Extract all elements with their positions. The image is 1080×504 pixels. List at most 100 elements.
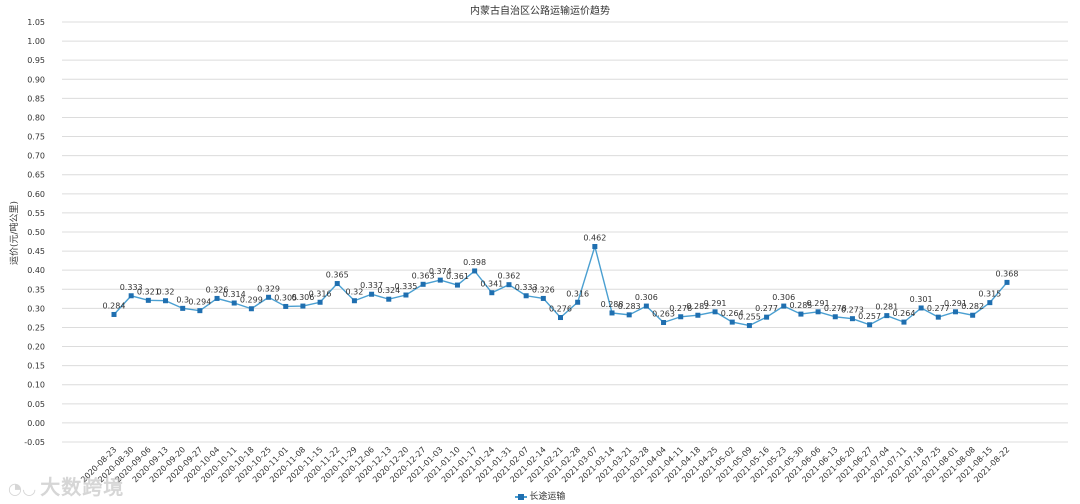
y-tick-label: 0.20 [27, 343, 45, 352]
watermark-text: 大数跨境 [40, 475, 125, 499]
data-label: 0.305 [274, 293, 297, 302]
legend[interactable]: 长途运输 [0, 489, 1080, 502]
data-point[interactable] [643, 303, 649, 309]
y-axis-label: 运价(元/吨公里) [8, 201, 20, 265]
data-point[interactable] [386, 296, 392, 302]
data-point[interactable] [626, 312, 632, 318]
data-point[interactable] [815, 309, 821, 315]
data-point[interactable] [300, 303, 306, 309]
data-label: 0.263 [652, 309, 675, 318]
y-tick-label: 0.00 [27, 419, 45, 428]
data-label: 0.301 [910, 295, 933, 304]
data-label: 0.333 [120, 283, 143, 292]
data-point[interactable] [867, 322, 873, 328]
data-label: 0.324 [377, 286, 400, 295]
data-point[interactable] [266, 294, 272, 300]
data-point[interactable] [746, 323, 752, 329]
data-point[interactable] [128, 293, 134, 299]
data-label: 0.291 [944, 299, 967, 308]
data-label: 0.368 [996, 269, 1019, 278]
data-point[interactable] [695, 312, 701, 318]
data-point[interactable] [506, 282, 512, 288]
y-tick-label: 1.00 [27, 37, 45, 46]
data-label: 0.341 [480, 280, 503, 289]
data-label: 0.277 [927, 304, 950, 313]
data-point[interactable] [334, 281, 340, 287]
data-point[interactable] [437, 277, 443, 283]
data-point[interactable] [764, 314, 770, 320]
data-point[interactable] [163, 298, 169, 304]
data-point[interactable] [317, 299, 323, 305]
data-point[interactable] [145, 297, 151, 303]
data-point[interactable] [661, 319, 667, 325]
y-tick-label: 0.35 [27, 285, 45, 294]
data-point[interactable] [248, 306, 254, 312]
y-tick-label: 0.60 [27, 190, 45, 199]
data-point[interactable] [180, 305, 186, 311]
y-tick-label: 0.65 [27, 171, 45, 180]
data-point[interactable] [369, 291, 375, 297]
y-tick-label: 0.90 [27, 75, 45, 84]
data-point[interactable] [420, 281, 426, 287]
data-point[interactable] [798, 311, 804, 317]
data-point[interactable] [214, 295, 220, 301]
data-label: 0.273 [841, 306, 864, 315]
data-point[interactable] [592, 244, 598, 250]
data-point[interactable] [540, 295, 546, 301]
data-point[interactable] [987, 300, 993, 306]
y-tick-label: 0.10 [27, 381, 45, 390]
data-label: 0.374 [429, 267, 452, 276]
y-tick-label: 0.75 [27, 133, 45, 142]
data-label: 0.264 [893, 309, 916, 318]
data-point[interactable] [832, 314, 838, 320]
data-label: 0.335 [394, 282, 417, 291]
data-point[interactable] [678, 314, 684, 320]
data-point[interactable] [454, 282, 460, 288]
data-point[interactable] [403, 292, 409, 298]
y-tick-label: 0.45 [27, 247, 45, 256]
data-point[interactable] [712, 309, 718, 315]
data-point[interactable] [197, 308, 203, 314]
legend-marker-icon [514, 493, 527, 500]
data-label: 0.315 [978, 290, 1001, 299]
data-label: 0.299 [240, 296, 263, 305]
data-label: 0.264 [721, 309, 744, 318]
data-label: 0.333 [515, 283, 538, 292]
data-point[interactable] [609, 310, 615, 316]
data-point[interactable] [111, 311, 117, 317]
data-point[interactable] [472, 268, 478, 274]
data-label: 0.329 [257, 284, 280, 293]
data-label: 0.363 [412, 271, 435, 280]
data-label: 0.276 [549, 305, 572, 314]
data-point[interactable] [952, 309, 958, 315]
y-tick-label: 0.30 [27, 304, 45, 313]
data-point[interactable] [1004, 279, 1010, 285]
data-point[interactable] [231, 300, 237, 306]
data-label: 0.291 [704, 299, 727, 308]
y-tick-label: 1.05 [27, 18, 45, 27]
data-label: 0.365 [326, 271, 349, 280]
data-label: 0.398 [463, 258, 486, 267]
data-label: 0.306 [291, 293, 314, 302]
y-axis-ticks: -0.05 0.00 0.05 0.10 0.15 0.20 0.25 0.30 0.35 0.4… [24, 18, 45, 447]
data-point[interactable] [523, 293, 529, 299]
data-point[interactable] [283, 303, 289, 309]
data-point[interactable] [935, 314, 941, 320]
data-point[interactable] [849, 316, 855, 322]
data-label: 0.306 [772, 293, 795, 302]
data-label: 0.32 [346, 288, 364, 297]
data-point[interactable] [918, 305, 924, 311]
data-point[interactable] [575, 299, 581, 305]
data-label: 0.3 [176, 295, 189, 304]
data-point[interactable] [558, 315, 563, 321]
data-point[interactable] [901, 319, 907, 325]
data-point[interactable] [970, 312, 976, 318]
data-point[interactable] [884, 313, 890, 319]
data-point[interactable] [351, 298, 357, 304]
data-point[interactable] [489, 290, 495, 296]
data-label: 0.255 [738, 313, 761, 322]
data-point[interactable] [729, 319, 735, 325]
data-point[interactable] [781, 303, 787, 309]
